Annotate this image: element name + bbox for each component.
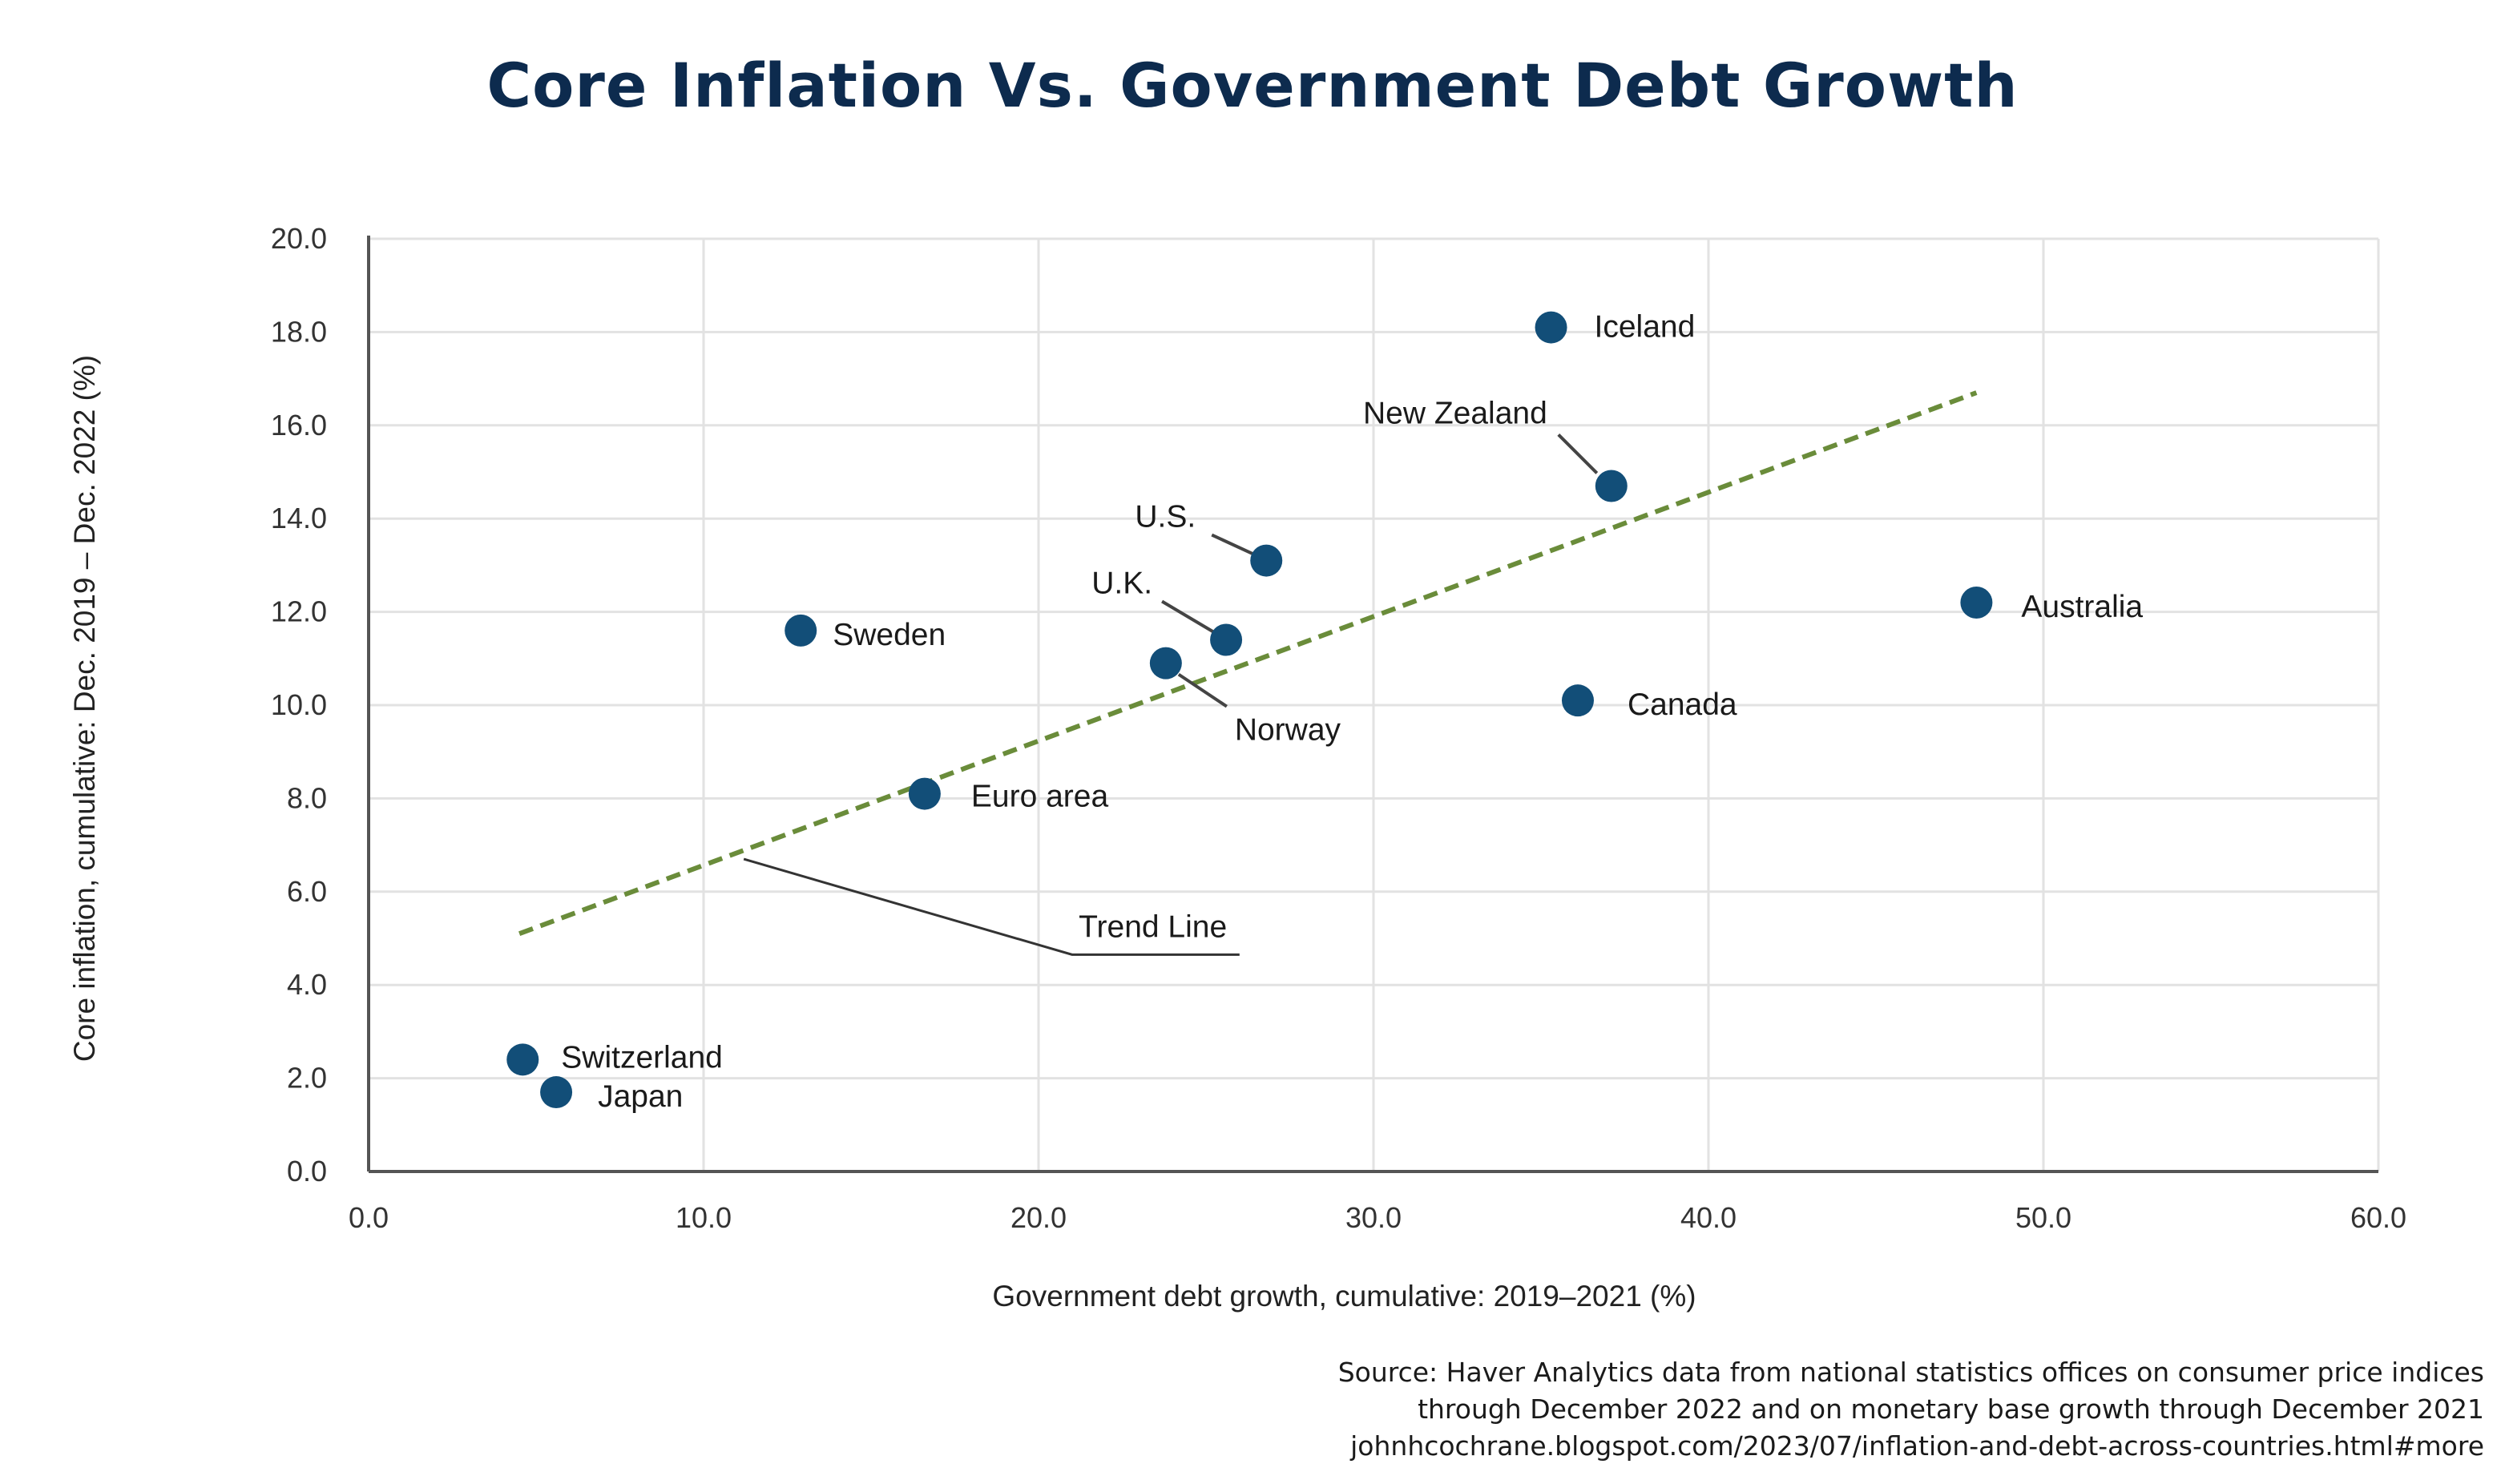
x-tick-label: 50.0 bbox=[2015, 1201, 2071, 1234]
leader-u-k bbox=[1161, 599, 1215, 634]
y-tick-label: 0.0 bbox=[287, 1155, 327, 1188]
label-u-s: U.S. bbox=[1135, 500, 1196, 534]
label-euro-area: Euro area bbox=[971, 780, 1109, 814]
source-note: Source: Haver Analytics data from nation… bbox=[1338, 1354, 2484, 1465]
source-line-1: Source: Haver Analytics data from nation… bbox=[1337, 1357, 2484, 1388]
y-tick-label: 18.0 bbox=[271, 315, 327, 348]
leader-norway bbox=[1177, 672, 1228, 708]
label-australia: Australia bbox=[2021, 590, 2143, 624]
source-line-3: johnhcochrane.blogspot.com/2023/07/infla… bbox=[1350, 1430, 2484, 1462]
label-canada: Canada bbox=[1628, 688, 1737, 722]
x-tick-label: 60.0 bbox=[2350, 1201, 2406, 1234]
label-u-k: U.K. bbox=[1091, 567, 1152, 601]
point-sweden bbox=[785, 614, 817, 647]
y-tick-label: 12.0 bbox=[271, 595, 327, 628]
x-tick-label: 20.0 bbox=[1010, 1201, 1067, 1234]
y-tick-label: 20.0 bbox=[271, 222, 327, 255]
y-tick-label: 8.0 bbox=[287, 781, 327, 814]
label-switzerland: Switzerland bbox=[561, 1040, 723, 1075]
point-switzerland bbox=[506, 1043, 539, 1076]
x-tick-label: 0.0 bbox=[349, 1201, 389, 1234]
trend-line-group: Trend Line bbox=[518, 390, 1978, 956]
source-line-2: through December 2022 and on monetary ba… bbox=[1418, 1393, 2484, 1425]
y-tick-label: 6.0 bbox=[287, 875, 327, 908]
x-tick-label: 40.0 bbox=[1680, 1201, 1737, 1234]
point-labels: Iceland New Zealand U.S. U.K. Norway Sweden Au… bbox=[561, 310, 2143, 1114]
y-tick-label: 16.0 bbox=[271, 409, 327, 442]
data-points bbox=[506, 311, 1993, 1109]
y-tick-label: 2.0 bbox=[287, 1062, 327, 1095]
point-u-s bbox=[1250, 544, 1283, 577]
point-canada bbox=[1561, 684, 1594, 717]
leader-new-zealand bbox=[1557, 434, 1599, 474]
trend-line-callout bbox=[743, 857, 1240, 956]
label-norway: Norway bbox=[1235, 713, 1341, 748]
x-tick-labels: 0.0 10.0 20.0 30.0 40.0 50.0 60.0 bbox=[349, 1201, 2406, 1234]
y-tick-label: 14.0 bbox=[271, 502, 327, 534]
y-tick-label: 4.0 bbox=[287, 968, 327, 1001]
label-leaders bbox=[1161, 434, 1599, 708]
leader-u-s bbox=[1211, 533, 1255, 556]
trend-line-label: Trend Line bbox=[1079, 909, 1227, 944]
label-japan: Japan bbox=[598, 1079, 683, 1114]
x-tick-label: 30.0 bbox=[1345, 1201, 1402, 1234]
chart-title: Core Inflation Vs. Government Debt Growt… bbox=[486, 50, 2019, 121]
label-new-zealand: New Zealand bbox=[1363, 396, 1547, 430]
grid bbox=[369, 237, 2380, 1171]
label-sweden: Sweden bbox=[833, 618, 946, 652]
x-tick-label: 10.0 bbox=[676, 1201, 732, 1234]
x-axis-title: Government debt growth, cumulative: 2019… bbox=[992, 1280, 1696, 1313]
y-axis-title: Core inflation, cumulative: Dec. 2019 – … bbox=[68, 355, 101, 1062]
point-iceland bbox=[1535, 311, 1567, 344]
point-australia bbox=[1960, 586, 1993, 619]
point-norway bbox=[1149, 647, 1182, 679]
point-euro-area bbox=[908, 777, 941, 810]
point-japan bbox=[540, 1076, 573, 1109]
axes bbox=[367, 236, 2378, 1173]
trend-line bbox=[518, 390, 1978, 936]
y-tick-label: 10.0 bbox=[271, 688, 327, 721]
label-iceland: Iceland bbox=[1595, 310, 1696, 345]
point-u-k bbox=[1210, 623, 1243, 656]
point-new-zealand bbox=[1595, 470, 1628, 502]
y-tick-labels: 0.0 2.0 4.0 6.0 8.0 10.0 12.0 14.0 16.0 18.0 20.0 bbox=[271, 222, 327, 1188]
